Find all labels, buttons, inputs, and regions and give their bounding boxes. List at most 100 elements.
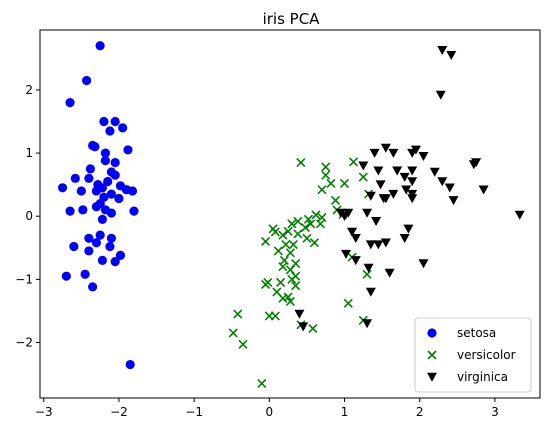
virginica-point xyxy=(335,208,346,218)
virginica-point xyxy=(362,208,373,218)
virginica-point xyxy=(446,50,457,60)
setosa-point xyxy=(88,282,98,292)
setosa-point xyxy=(118,123,128,133)
legend-marker-versicolor xyxy=(427,350,437,360)
setosa-point xyxy=(125,359,135,370)
virginica-point xyxy=(380,194,391,204)
virginica-point xyxy=(298,322,309,332)
setosa-point xyxy=(106,233,117,243)
versicolor-point xyxy=(283,292,293,302)
versicolor-point xyxy=(287,274,297,284)
virginica-point xyxy=(403,224,414,234)
x-tick-label: 3 xyxy=(491,405,499,419)
virginica-point xyxy=(341,249,352,259)
versicolor-point xyxy=(339,178,350,188)
x-axis: −3 −2 −1 0 1 2 3 xyxy=(35,398,499,419)
virginica-point xyxy=(407,194,418,204)
x-tick-label: −1 xyxy=(185,405,203,419)
data-points xyxy=(57,41,525,389)
virginica-point xyxy=(388,148,399,158)
x-tick-label: 0 xyxy=(266,405,274,419)
versicolor-point xyxy=(260,236,271,247)
versicolor-point xyxy=(315,219,326,229)
virginica-point xyxy=(371,217,382,227)
virginica-point xyxy=(401,185,412,195)
virginica-point xyxy=(407,148,418,158)
setosa-point xyxy=(115,250,126,260)
x-tick-label: 1 xyxy=(341,405,349,419)
setosa-point xyxy=(90,142,100,152)
virginica-point xyxy=(380,143,391,153)
virginica-point xyxy=(380,238,391,248)
virginica-point xyxy=(444,183,455,193)
versicolor-point xyxy=(278,230,288,240)
legend-marker-virginica xyxy=(427,372,437,382)
setosa-point xyxy=(80,269,90,279)
virginica-point xyxy=(407,166,418,176)
setosa-point xyxy=(105,126,115,136)
versicolor-point xyxy=(296,157,306,168)
versicolor-point xyxy=(276,277,286,288)
setosa-point xyxy=(97,214,108,224)
legend-marker-setosa xyxy=(427,328,437,338)
versicolor-point xyxy=(317,185,327,195)
setosa-point xyxy=(129,206,139,216)
versicolor-point xyxy=(321,170,331,180)
versicolor-point xyxy=(238,339,248,349)
setosa-point xyxy=(57,183,68,193)
setosa-point xyxy=(114,193,124,204)
plot-frame xyxy=(39,29,541,399)
virginica-point xyxy=(418,259,429,269)
setosa-point xyxy=(106,208,117,218)
virginica-point xyxy=(350,256,361,266)
setosa-point xyxy=(84,246,94,256)
setosa-point xyxy=(70,173,80,183)
versicolor-point xyxy=(273,246,283,256)
y-tick-label: −1 xyxy=(15,272,33,286)
setosa-point xyxy=(78,205,88,215)
virginica-point xyxy=(399,234,410,244)
versicolor-point xyxy=(293,216,303,226)
versicolor-point xyxy=(260,279,271,289)
virginica-point xyxy=(407,177,418,187)
virginica-point xyxy=(294,309,305,319)
versicolor-point xyxy=(321,162,331,172)
versicolor-point xyxy=(326,178,336,188)
virginica-point xyxy=(429,167,440,177)
legend: setosa versicolor virginica xyxy=(414,317,532,393)
setosa-point xyxy=(69,241,79,252)
virginica-point xyxy=(399,172,410,182)
x-tick-label: 2 xyxy=(416,405,424,419)
virginica-point xyxy=(347,227,358,237)
setosa-point xyxy=(65,97,75,108)
setosa-point xyxy=(105,241,115,252)
versicolor-point xyxy=(343,298,353,308)
setosa-point xyxy=(99,116,109,127)
y-tick-label: −2 xyxy=(15,335,33,349)
legend-box xyxy=(414,317,532,393)
virginica-point xyxy=(365,191,376,201)
virginica-point xyxy=(362,319,373,329)
setosa-point xyxy=(76,186,86,196)
virginica-point xyxy=(365,240,376,250)
virginica-point xyxy=(418,151,429,161)
versicolor-point xyxy=(283,226,293,236)
setosa-point xyxy=(61,271,71,281)
setosa-point xyxy=(84,233,94,243)
setosa-point xyxy=(91,186,101,196)
virginica-point xyxy=(373,166,384,176)
x-tick-label: −2 xyxy=(110,405,128,419)
setosa-point xyxy=(95,198,105,209)
versicolor-point xyxy=(362,269,372,279)
versicolor-point xyxy=(288,240,298,250)
versicolor-point xyxy=(228,328,238,338)
setosa-point xyxy=(82,75,92,86)
virginica-point xyxy=(468,160,479,170)
setosa-point xyxy=(85,164,95,174)
virginica-point xyxy=(369,148,380,158)
virginica-point xyxy=(448,196,459,206)
virginica-point xyxy=(392,166,403,176)
setosa-point xyxy=(100,148,111,158)
versicolor-point xyxy=(270,227,280,237)
